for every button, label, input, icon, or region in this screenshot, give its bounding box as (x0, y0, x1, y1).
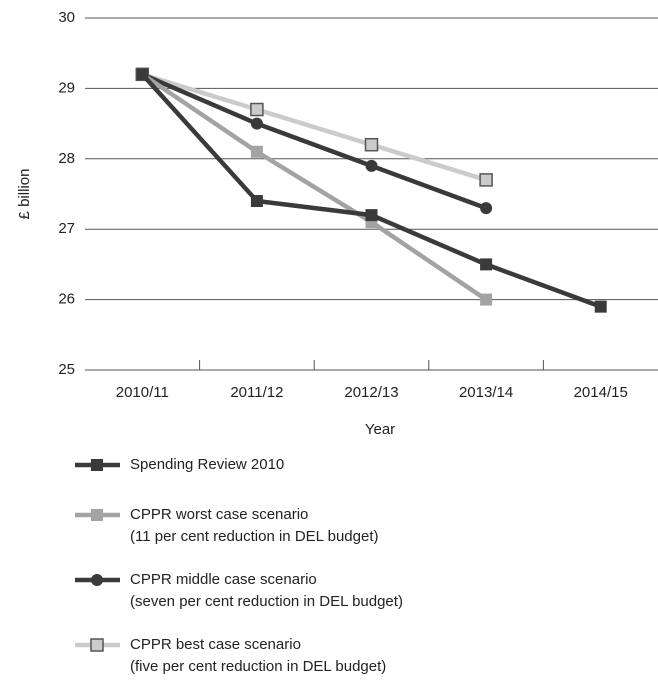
marker (91, 509, 103, 521)
y-tick-label: 28 (58, 150, 75, 167)
x-tick-label: 2010/11 (116, 384, 169, 401)
series-line (140, 72, 602, 309)
x-tick-label: 2012/13 (344, 384, 398, 401)
legend-label: CPPR worst case scenario (130, 506, 308, 523)
legend-description: (five per cent reduction in DEL budget) (130, 658, 386, 675)
marker (250, 145, 263, 158)
legend-label: Spending Review 2010 (130, 456, 284, 473)
marker (91, 459, 103, 471)
series-line (141, 72, 488, 302)
legend-label: CPPR middle case scenario (130, 571, 317, 588)
y-tick-label: 25 (58, 361, 75, 378)
marker (594, 300, 607, 313)
legend-description: (seven per cent reduction in DEL budget) (130, 593, 403, 610)
marker (364, 137, 379, 152)
marker (250, 102, 264, 117)
series-line (141, 72, 487, 183)
marker (90, 638, 104, 652)
marker (365, 209, 378, 222)
y-tick-label: 29 (58, 79, 75, 96)
y-axis-label: £ billion (16, 169, 33, 220)
legend-description: (11 per cent reduction in DEL budget) (130, 528, 378, 545)
marker (480, 258, 493, 271)
x-tick-label: 2013/14 (459, 384, 513, 401)
x-axis-label: Year (365, 421, 395, 438)
y-tick-label: 30 (58, 9, 75, 26)
x-tick-label: 2014/15 (574, 384, 628, 401)
x-tick-label: 2011/12 (230, 384, 283, 401)
y-tick-label: 27 (58, 220, 75, 237)
marker (365, 159, 378, 172)
marker (250, 195, 263, 208)
marker (250, 117, 263, 130)
marker (479, 173, 493, 187)
marker (480, 293, 493, 306)
y-tick-label: 26 (58, 291, 75, 308)
marker (136, 68, 149, 81)
marker (91, 574, 103, 586)
marker (480, 202, 493, 215)
series-line (141, 72, 487, 211)
legend-label: CPPR best case scenario (130, 636, 301, 653)
